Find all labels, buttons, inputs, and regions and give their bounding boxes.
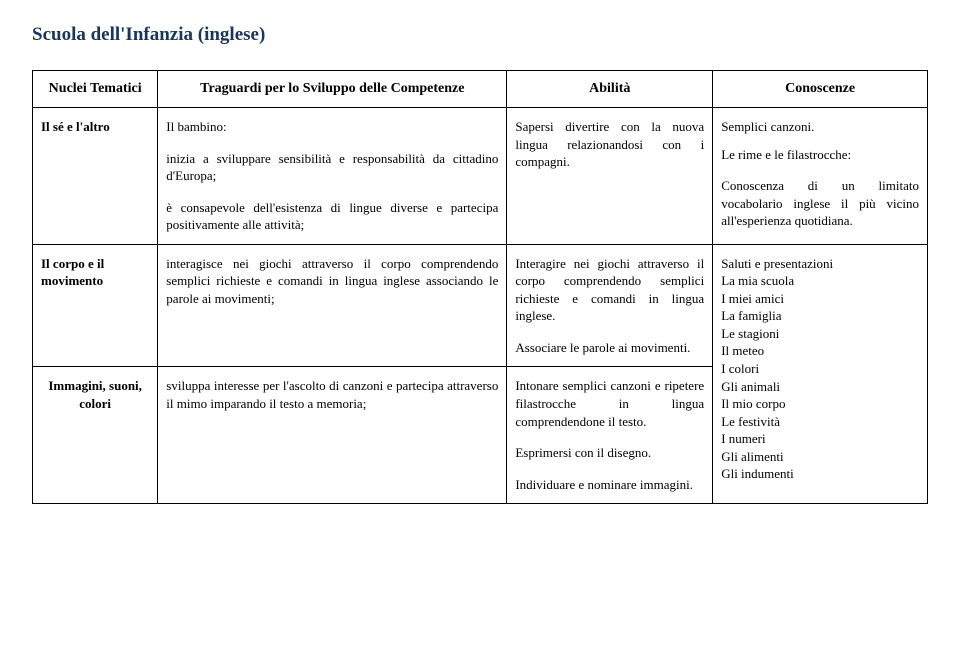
list-item: La famiglia [721,307,919,325]
nucleo-label: Il corpo e il movimento [41,256,104,289]
conoscenze-lead: Semplici canzoni. [721,118,919,136]
page-title: Scuola dell'Infanzia (inglese) [32,24,928,46]
traguardi-item: è consapevole dell'esistenza di lingue d… [166,199,498,234]
header-nuclei: Nuclei Tematici [33,71,158,108]
cell-traguardi: sviluppa interesse per l'ascolto di canz… [158,367,507,504]
conoscenze-sub: Le rime e le filastrocche: [721,146,919,164]
cell-conoscenze: Semplici canzoni. Le rime e le filastroc… [713,108,928,245]
list-item: Le festività [721,413,919,431]
cell-abilita: Intonare semplici canzoni e ripetere fil… [507,367,713,504]
cell-nucleo: Immagini, suoni, colori [33,367,158,504]
abilita-item: Associare le parole ai movimenti. [515,339,704,357]
abilita-item: Individuare e nominare immagini. [515,476,704,494]
conoscenze-tail: Conoscenza di un limitato vocabolario in… [721,177,919,230]
table-row: Il sé e l'altro Il bambino: inizia a svi… [33,108,928,245]
cell-nucleo: Il sé e l'altro [33,108,158,245]
cell-abilita: Sapersi divertire con la nuova lingua re… [507,108,713,245]
header-conoscenze: Conoscenze [713,71,928,108]
cell-conoscenze-list: Saluti e presentazioni La mia scuola I m… [713,244,928,503]
list-item: La mia scuola [721,272,919,290]
traguardi-item: interagisce nei giochi attraverso il cor… [166,255,498,308]
list-item: I numeri [721,430,919,448]
traguardi-lead: Il bambino: [166,118,498,136]
table-row: Il corpo e il movimento interagisce nei … [33,244,928,367]
list-head: Saluti e presentazioni [721,255,919,273]
content-table: Nuclei Tematici Traguardi per lo Svilupp… [32,70,928,504]
abilita-item: Sapersi divertire con la nuova lingua re… [515,118,704,171]
abilita-item: Interagire nei giochi attraverso il corp… [515,255,704,325]
conoscenze-list: Saluti e presentazioni La mia scuola I m… [721,255,919,483]
cell-traguardi: Il bambino: inizia a sviluppare sensibil… [158,108,507,245]
header-abilita: Abilità [507,71,713,108]
traguardi-item: inizia a sviluppare sensibilità e respon… [166,150,498,185]
list-item: Gli indumenti [721,465,919,483]
header-traguardi: Traguardi per lo Sviluppo delle Competen… [158,71,507,108]
list-item: Gli alimenti [721,448,919,466]
traguardi-item: sviluppa interesse per l'ascolto di canz… [166,377,498,412]
list-item: Il meteo [721,342,919,360]
table-header-row: Nuclei Tematici Traguardi per lo Svilupp… [33,71,928,108]
list-item: Il mio corpo [721,395,919,413]
list-item: Le stagioni [721,325,919,343]
cell-abilita: Interagire nei giochi attraverso il corp… [507,244,713,367]
list-item: I miei amici [721,290,919,308]
list-item: Gli animali [721,378,919,396]
nucleo-label: Immagini, suoni, colori [48,378,142,411]
cell-traguardi: interagisce nei giochi attraverso il cor… [158,244,507,367]
nucleo-label: Il sé e l'altro [41,119,110,134]
cell-nucleo: Il corpo e il movimento [33,244,158,367]
abilita-item: Esprimersi con il disegno. [515,444,704,462]
abilita-item: Intonare semplici canzoni e ripetere fil… [515,377,704,430]
list-item: I colori [721,360,919,378]
